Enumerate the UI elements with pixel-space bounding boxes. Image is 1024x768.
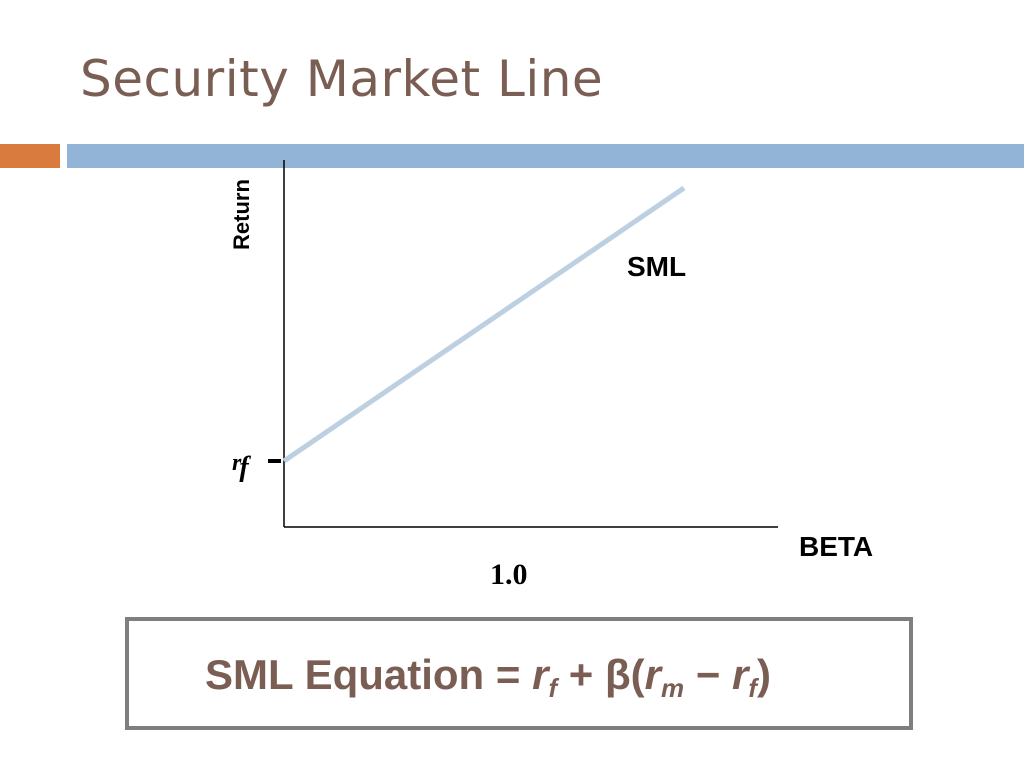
accent-bar-orange: [0, 144, 60, 168]
equation-rf: r: [532, 651, 549, 698]
equation-plus-beta: + β(: [557, 651, 645, 698]
rf-base: r: [232, 450, 242, 476]
y-axis-label: Return: [229, 179, 254, 251]
rf-subscript: f: [239, 452, 249, 483]
equation-rf2-sub: f: [748, 673, 758, 703]
x-tick-label: 1.0: [490, 558, 528, 591]
equation-rf2: r: [731, 651, 749, 698]
equation-minus: −: [684, 651, 732, 698]
sml-equation: SML Equation = rf + β(rm − rf): [205, 651, 771, 704]
risk-free-rate-label: rf: [232, 446, 251, 483]
equation-rm: r: [644, 651, 661, 698]
sml-line-label: SML: [627, 251, 687, 282]
x-axis-label: BETA: [799, 531, 874, 562]
sml-line: [282, 185, 686, 464]
equation-prefix: SML Equation =: [205, 651, 533, 698]
slide-title: Security Market Line: [80, 50, 604, 108]
equation-rf-sub: f: [548, 673, 558, 703]
equation-close: ): [757, 651, 772, 698]
equation-rm-sub: m: [660, 673, 685, 703]
equation-box: SML Equation = rf + β(rm − rf): [125, 617, 913, 730]
accent-bar-blue: [67, 144, 1024, 168]
